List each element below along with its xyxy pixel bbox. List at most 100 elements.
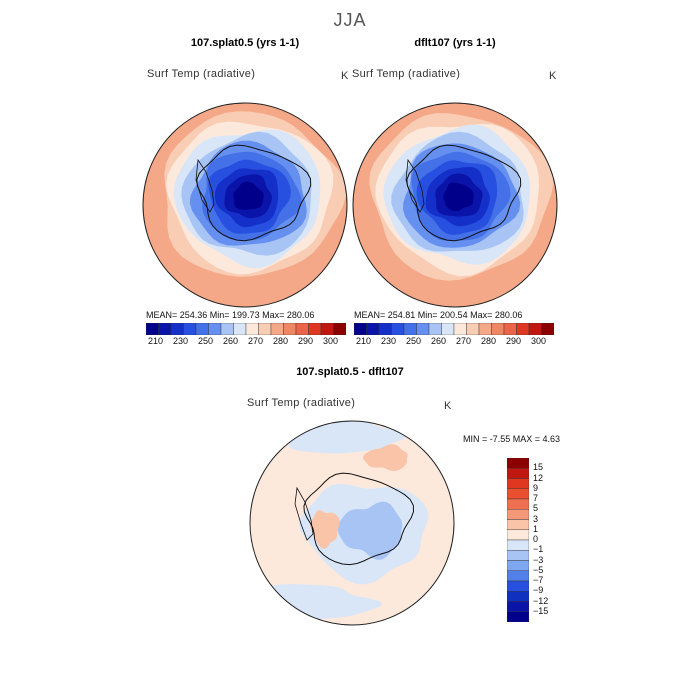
colorbar-swatch bbox=[478, 322, 492, 336]
map-1-contours bbox=[143, 103, 347, 307]
colorbar-swatch bbox=[541, 322, 555, 336]
colorbar-swatch bbox=[506, 488, 530, 500]
map-1-border bbox=[142, 102, 348, 308]
colorbar-tick-label: 260 bbox=[431, 336, 447, 346]
colorbar-tick-label: −15 bbox=[533, 605, 549, 616]
colorbar-tick-label: 9 bbox=[533, 482, 539, 493]
colorbar-tick-label: 3 bbox=[533, 513, 539, 524]
colorbar-tick-label: 300 bbox=[531, 336, 547, 346]
temperature-contour-band bbox=[233, 181, 264, 210]
colorbar-2-swatches bbox=[353, 322, 555, 336]
colorbar-swatch bbox=[366, 322, 380, 336]
colorbar-swatch bbox=[528, 322, 542, 336]
peninsula-coastline bbox=[294, 486, 314, 541]
colorbar-diff-labels: 15 12 9 7 5 3 1 0 −1 −3 −5 −7 −9 −12 −15 bbox=[533, 458, 573, 622]
colorbar-swatch bbox=[491, 322, 505, 336]
colorbar-swatch bbox=[506, 539, 530, 551]
colorbar-tick-label: −3 bbox=[533, 554, 544, 565]
colorbar-tick-label: 270 bbox=[456, 336, 472, 346]
panel-2-title: dflt107 (yrs 1-1) bbox=[414, 37, 496, 49]
map-2-contours bbox=[353, 103, 557, 307]
colorbar-tick-label: 7 bbox=[533, 493, 539, 503]
colorbar-swatch bbox=[353, 322, 367, 336]
colorbar-swatch bbox=[378, 322, 392, 336]
colorbar-tick-label: 250 bbox=[406, 336, 422, 346]
colorbar-swatch bbox=[506, 468, 530, 479]
temperature-contour-band bbox=[443, 182, 474, 212]
panel-1-stats: MEAN= 254.36 Min= 199.73 Max= 280.06 bbox=[146, 310, 315, 320]
colorbar-swatch bbox=[506, 498, 530, 510]
antarctica-coastline bbox=[196, 144, 312, 242]
colorbar-swatch bbox=[208, 322, 222, 336]
colorbar-swatch bbox=[258, 322, 272, 336]
colorbar-tick-label: −9 bbox=[533, 585, 544, 596]
colorbar-swatch bbox=[295, 322, 309, 336]
colorbar-swatch bbox=[403, 322, 417, 336]
colorbar-swatch bbox=[145, 322, 159, 336]
map-2-border bbox=[352, 102, 558, 308]
colorbar-tick-label: 300 bbox=[323, 336, 339, 346]
panel-1-units: K bbox=[341, 70, 349, 82]
colorbar-swatch bbox=[453, 322, 467, 336]
colorbar-2-labels: 210 230 250 260 270 280 290 300 bbox=[354, 336, 554, 348]
map-3-contours bbox=[250, 421, 454, 625]
map-panel-2 bbox=[352, 102, 558, 308]
colorbar-tick-label: 290 bbox=[506, 336, 522, 346]
map-panel-3 bbox=[249, 420, 455, 626]
panel-3-variable-label: Surf Temp (radiative) bbox=[247, 397, 356, 409]
colorbar-tick-label: 210 bbox=[148, 336, 164, 346]
colorbar-swatch bbox=[506, 601, 530, 612]
colorbar-tick-label: −7 bbox=[533, 575, 544, 585]
colorbar-swatch bbox=[170, 322, 184, 336]
map-panel-1 bbox=[142, 102, 348, 308]
colorbar-swatch bbox=[506, 550, 530, 561]
panel-1-title: 107.splat0.5 (yrs 1-1) bbox=[190, 37, 300, 49]
colorbar-swatch bbox=[308, 322, 322, 336]
colorbar-swatch bbox=[416, 322, 430, 336]
colorbar-swatch bbox=[506, 570, 530, 582]
colorbar-tick-label: 15 bbox=[533, 462, 544, 473]
difference-region-positive bbox=[363, 444, 408, 471]
colorbar-tick-label: 230 bbox=[173, 336, 189, 346]
colorbar-swatch bbox=[428, 322, 442, 336]
panel-1-variable-label: Surf Temp (radiative) bbox=[147, 68, 256, 80]
colorbar-swatch bbox=[506, 519, 530, 530]
difference-region-negative-strong bbox=[337, 501, 403, 560]
colorbar-tick-label: 280 bbox=[481, 336, 497, 346]
colorbar-tick-label: 270 bbox=[248, 336, 264, 346]
colorbar-tick-label: 230 bbox=[381, 336, 397, 346]
colorbar-tick-label: 290 bbox=[298, 336, 314, 346]
colorbar-swatch bbox=[333, 322, 347, 336]
peninsula-coastline bbox=[405, 158, 425, 213]
colorbar-swatch bbox=[506, 529, 530, 541]
colorbar-swatch bbox=[441, 322, 455, 336]
map-3-border bbox=[249, 420, 455, 626]
colorbar-tick-label: −1 bbox=[533, 544, 544, 555]
colorbar-swatch bbox=[283, 322, 297, 336]
colorbar-swatch bbox=[506, 509, 530, 520]
colorbar-tick-label: −5 bbox=[533, 564, 544, 575]
colorbar-tick-label: 260 bbox=[223, 336, 239, 346]
colorbar-diff bbox=[506, 457, 530, 627]
colorbar-swatch bbox=[506, 611, 530, 623]
colorbar-1-labels: 210 230 250 260 270 280 290 300 bbox=[146, 336, 346, 348]
panel-3-title: 107.splat0.5 - dflt107 bbox=[296, 366, 404, 378]
colorbar-swatch bbox=[506, 591, 530, 602]
colorbar-swatch bbox=[506, 560, 530, 571]
colorbar-tick-label: 280 bbox=[273, 336, 289, 346]
colorbar-tick-label: 1 bbox=[533, 523, 539, 534]
colorbar-swatch bbox=[466, 322, 480, 336]
colorbar-tick-label: 0 bbox=[533, 534, 539, 544]
colorbar-swatch bbox=[506, 580, 530, 592]
colorbar-swatch bbox=[320, 322, 334, 336]
colorbar-swatch bbox=[506, 478, 530, 489]
colorbar-tick-label: 12 bbox=[533, 472, 544, 483]
colorbar-swatch bbox=[503, 322, 517, 336]
colorbar-swatch bbox=[506, 457, 530, 469]
page-title: JJA bbox=[333, 10, 367, 30]
colorbar-swatch bbox=[195, 322, 209, 336]
antarctica-coastline bbox=[406, 144, 522, 242]
panel-2-stats: MEAN= 254.81 Min= 200.54 Max= 280.06 bbox=[354, 310, 523, 320]
colorbar-2 bbox=[353, 322, 555, 340]
panel-2-variable-label: Surf Temp (radiative) bbox=[352, 68, 461, 80]
